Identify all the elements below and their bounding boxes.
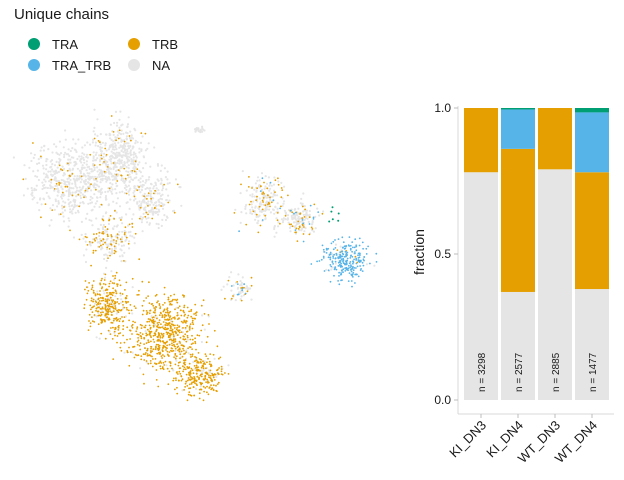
scatter-points-trb: [22, 115, 359, 402]
bar-segment-tra-ki-dn4: [501, 108, 535, 110]
bar-segment-na-ki-dn3: [464, 172, 498, 400]
n-label: n = 2885: [551, 352, 562, 392]
legend-label-na: NA: [152, 57, 171, 73]
legend-label-trb: TRB: [152, 36, 178, 52]
legend-swatch-na: [128, 59, 140, 71]
scatter-points-tra-trb: [230, 177, 378, 296]
legend-item-na: NA: [128, 56, 170, 74]
bar-segment-trb-ki-dn4: [501, 148, 535, 292]
n-label: n = 1477: [588, 352, 599, 392]
legend-title: Unique chains: [14, 6, 110, 23]
legend-swatch-tra: [28, 38, 40, 50]
legend-item-tra: TRA: [28, 35, 78, 53]
legend-item-trb: TRB: [128, 35, 178, 53]
legend-label-tra-trb: TRA_TRB: [52, 57, 112, 73]
bar-segment-na-ki-dn4: [501, 291, 535, 400]
bars-group: [464, 108, 609, 400]
bar-segment-tra-trb-wt-dn4: [575, 112, 609, 173]
y-axis-title: fraction: [411, 229, 427, 275]
legend-label-tra: TRA: [52, 36, 78, 52]
bar-segment-trb-wt-dn3: [538, 108, 572, 170]
fraction-bar-chart: fraction 0.0 0.5 1.0 KI_DN3KI_DN4WT_DN3WT_…: [411, 101, 614, 466]
scatter-points-tra: [328, 206, 340, 223]
n-labels-group: n = 3298 n = 2577 n = 2885 n = 1477: [477, 352, 599, 392]
n-label: n = 3298: [477, 352, 488, 392]
bar-segment-na-wt-dn3: [538, 169, 572, 400]
legend-swatch-tra-trb: [28, 59, 40, 71]
scatter-points-na: [12, 108, 376, 392]
bar-segment-tra-wt-dn4: [575, 108, 609, 113]
y-tick-label: 0.5: [434, 247, 451, 261]
bar-segment-trb-ki-dn3: [464, 108, 498, 173]
umap-scatter-plot: [12, 108, 378, 402]
bar-segment-trb-wt-dn4: [575, 172, 609, 290]
bar-segment-na-wt-dn4: [575, 289, 609, 400]
x-tick-label: KI_DN3: [446, 418, 489, 461]
legend-swatch-trb: [128, 38, 140, 50]
y-tick-label: 0.0: [434, 393, 451, 407]
y-tick-label: 1.0: [434, 101, 451, 115]
bar-segment-tra-trb-ki-dn4: [501, 109, 535, 149]
legend-item-tra-trb: TRA_TRB: [28, 56, 111, 74]
y-ticks-group: 0.0 0.5 1.0: [434, 101, 458, 407]
n-label: n = 2577: [514, 352, 525, 392]
